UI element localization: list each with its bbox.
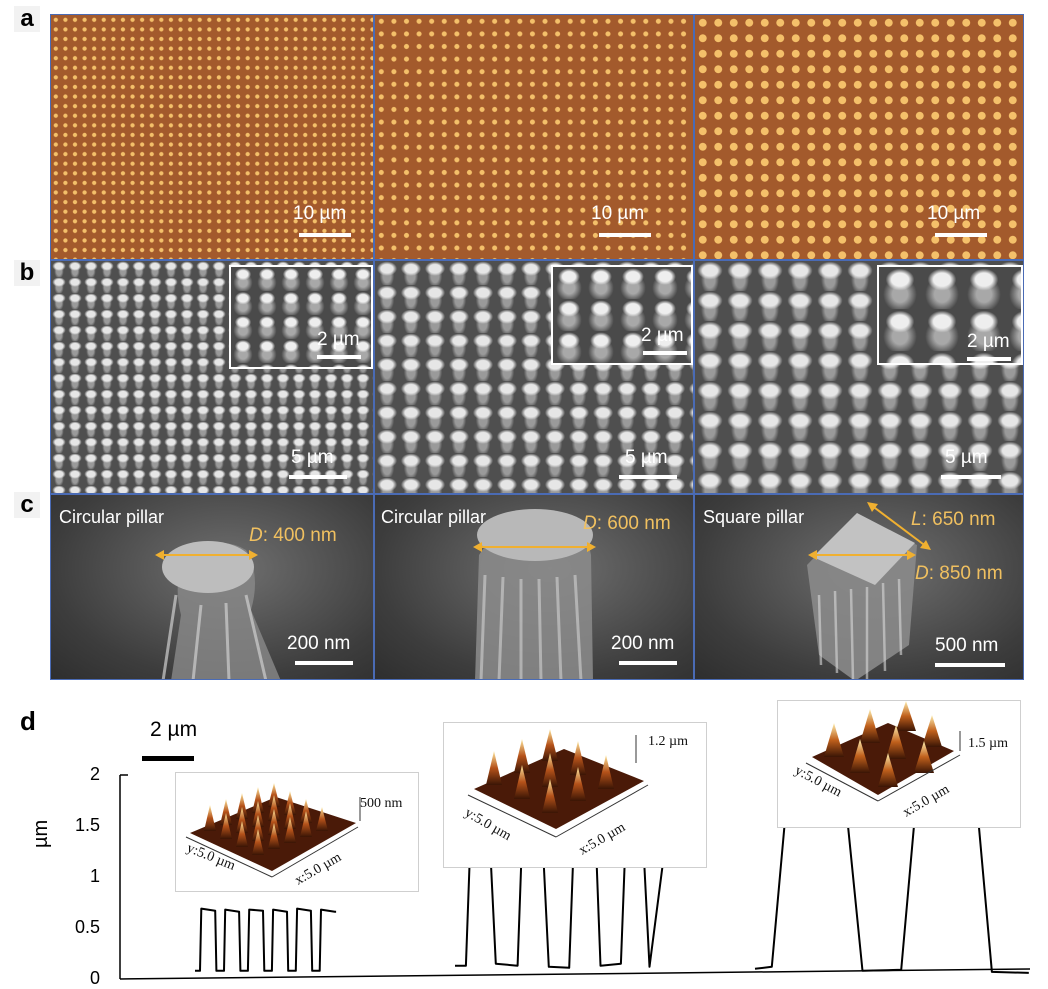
scale-bar <box>299 233 351 237</box>
diameter-value: : 600 nm <box>596 513 671 534</box>
y-tick-label: 0 <box>89 968 100 988</box>
diameter-label: D: 600 nm <box>583 513 671 535</box>
scale-bar <box>935 233 987 237</box>
scale-bar <box>289 475 347 479</box>
scale-bar-label: 500 nm <box>935 635 999 656</box>
inset-scale-bar <box>643 351 687 355</box>
sem-inset-1: 2 µm <box>229 265 373 369</box>
diameter-label: D: 850 nm <box>915 563 1003 585</box>
sem-image-1: 2 µm 5 µm <box>50 260 374 494</box>
afm-inset-3: y:5.0 µm x:5.0 µm 1.5 µm <box>777 700 1021 828</box>
scale-bar <box>935 663 1005 667</box>
panel-letter-b: b <box>14 260 40 286</box>
afm-z-label: 1.2 µm <box>648 734 688 749</box>
sem-image-2: 2 µm 5 µm <box>374 260 694 494</box>
diameter-label: D: 400 nm <box>249 525 337 547</box>
pillar-type-label: Square pillar <box>703 507 805 527</box>
sem-image-3: 2 µm 5 µm <box>694 260 1024 494</box>
afm-z-label: 500 nm <box>360 796 403 811</box>
profile-scale-label: 2 µm <box>150 718 198 741</box>
pillar-closeup-2: Circular pillar D: 600 nm 200 nm <box>374 494 694 680</box>
profile-line-3 <box>754 816 1029 974</box>
optical-image-1: 10 µm <box>50 14 374 260</box>
length-label: L: 650 nm <box>911 509 996 531</box>
scale-bar <box>599 233 651 237</box>
scale-bar-label: 10 µm <box>591 203 645 224</box>
afm-x-label: x:5.0 µm <box>293 850 345 888</box>
diameter-symbol: D <box>915 563 929 584</box>
scale-bar <box>619 475 677 479</box>
afm-3d-surface: y:5.0 µm x:5.0 µm 500 nm <box>185 783 403 888</box>
afm-inset-1: y:5.0 µm x:5.0 µm 500 nm <box>175 772 419 892</box>
panel-letter-a: a <box>14 6 40 32</box>
sem-inset-3: 2 µm <box>877 265 1023 365</box>
y-tick-label: 1 <box>89 866 100 886</box>
afm-3d-surface: y:5.0 µm x:5.0 µm 1.5 µm <box>792 701 1008 820</box>
y-tick-label: 2 <box>89 764 100 784</box>
scale-bar-label: 5 µm <box>945 447 988 468</box>
pillar-illustration <box>807 502 931 679</box>
pillar-type-label: Circular pillar <box>381 507 487 527</box>
panel-letter-c: c <box>14 492 40 518</box>
panel-letter-d: d <box>20 706 36 736</box>
profile-scale-bar <box>142 756 194 761</box>
afm-x-label: x:5.0 µm <box>577 820 629 858</box>
pillar-illustration <box>473 509 596 679</box>
afm-x-label: x:5.0 µm <box>901 782 953 820</box>
optical-image-3: 10 µm <box>694 14 1024 260</box>
inset-scale-bar-label: 2 µm <box>967 331 1010 352</box>
pillar-illustration <box>155 541 281 679</box>
inset-scale-bar-label: 2 µm <box>641 325 684 346</box>
y-tick-label: 0.5 <box>74 917 100 937</box>
length-value: : 650 nm <box>921 509 996 530</box>
inset-scale-bar <box>967 357 1011 361</box>
diameter-symbol: D <box>583 513 597 534</box>
profile-line-1 <box>195 907 337 972</box>
scale-bar-label: 10 µm <box>927 203 981 224</box>
scale-bar <box>619 661 677 665</box>
diameter-value: : 400 nm <box>262 525 337 546</box>
pillar-closeup-1: Circular pillar D: 400 nm 200 nm <box>50 494 374 680</box>
pillar-type-label: Circular pillar <box>59 507 165 527</box>
diameter-symbol: D <box>249 525 263 546</box>
scale-bar-label: 5 µm <box>291 447 334 468</box>
afm-y-label: y:5.0 µm <box>462 805 514 843</box>
sem-inset-2: 2 µm <box>551 265 693 365</box>
afm-z-label: 1.5 µm <box>968 736 1008 751</box>
inset-scale-bar-label: 2 µm <box>317 329 360 350</box>
y-tick-label: 1.5 <box>74 815 100 835</box>
afm-3d-surface: y:5.0 µm x:5.0 µm 1.2 µm <box>462 729 688 858</box>
scale-bar-label: 10 µm <box>293 203 347 224</box>
inset-scale-bar <box>317 355 361 359</box>
scale-bar-label: 5 µm <box>625 447 668 468</box>
scale-bar-label: 200 nm <box>287 633 351 654</box>
afm-inset-2: y:5.0 µm x:5.0 µm 1.2 µm <box>443 722 707 868</box>
scale-bar <box>941 475 1001 479</box>
length-symbol: L <box>911 509 922 530</box>
optical-image-2: 10 µm <box>374 14 694 260</box>
scale-bar <box>295 661 353 665</box>
scale-bar-label: 200 nm <box>611 633 675 654</box>
diameter-value: : 850 nm <box>928 563 1003 584</box>
pillar-closeup-3: Square pillar L: 650 nm D: 850 nm 500 nm <box>694 494 1024 680</box>
